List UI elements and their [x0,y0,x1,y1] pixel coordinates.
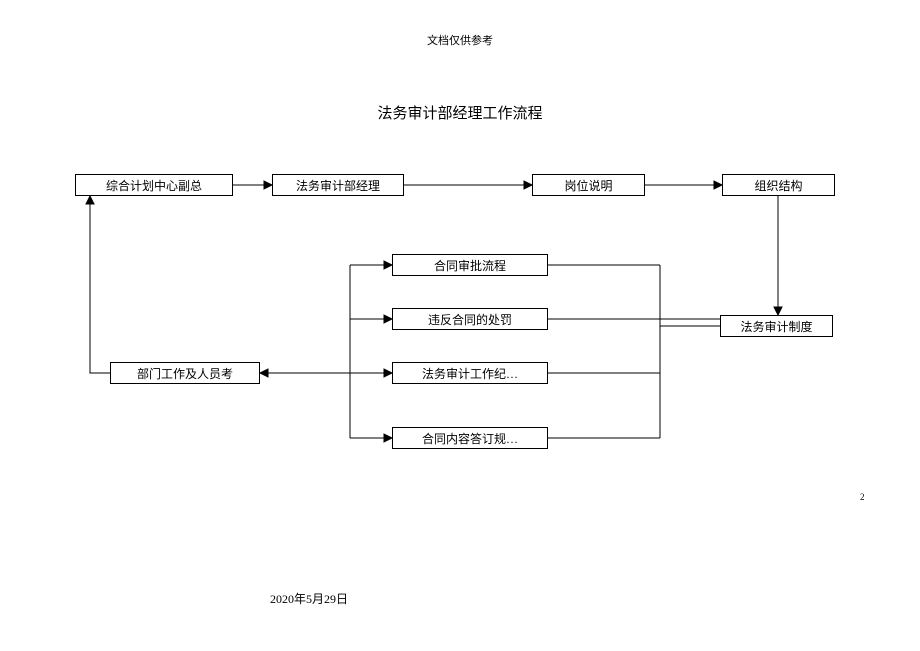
node-org-structure: 组织结构 [722,174,835,196]
page-title: 法务审计部经理工作流程 [330,102,590,123]
page-number: 2 [860,492,865,502]
node-legal-audit-manager: 法务审计部经理 [272,174,404,196]
node-legal-audit-system: 法务审计制度 [720,315,833,337]
node-contract-approval: 合同审批流程 [392,254,548,276]
node-dept-staff-assessment: 部门工作及人员考 [110,362,260,384]
header-note: 文档仅供参考 [390,32,530,48]
node-job-description: 岗位说明 [532,174,645,196]
footer-date: 2020年5月29日 [270,590,348,607]
node-violation-penalty: 违反合同的处罚 [392,308,548,330]
node-contract-content-rules: 合同内容答订规… [392,427,548,449]
node-audit-work-record: 法务审计工作纪… [392,362,548,384]
node-center-deputy: 综合计划中心副总 [75,174,233,196]
